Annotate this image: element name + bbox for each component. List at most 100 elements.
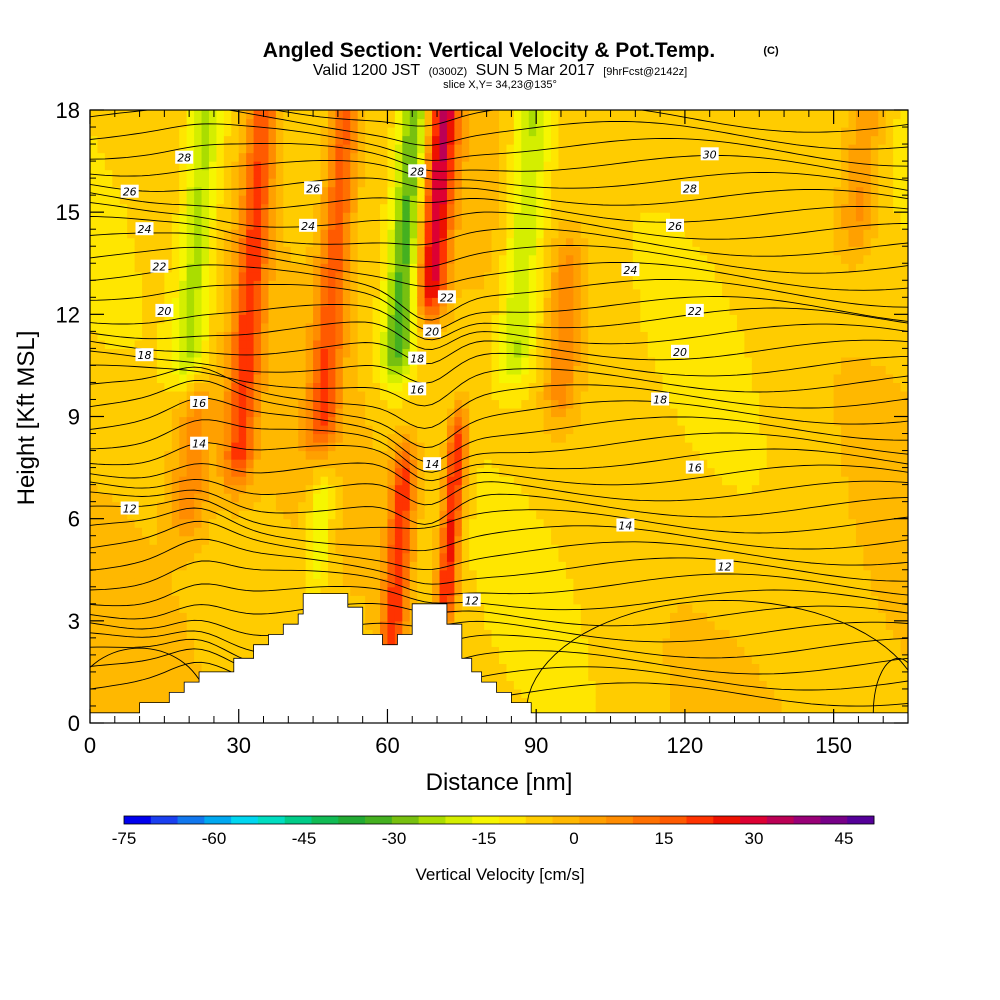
velocity-cell bbox=[595, 339, 604, 349]
velocity-cell bbox=[298, 365, 307, 375]
velocity-cell bbox=[513, 339, 522, 349]
velocity-cell bbox=[283, 348, 292, 358]
velocity-cell bbox=[603, 646, 612, 656]
velocity-cell bbox=[380, 110, 389, 120]
velocity-cell bbox=[409, 476, 418, 486]
velocity-cell bbox=[253, 561, 262, 571]
velocity-cell bbox=[528, 654, 537, 664]
velocity-cell bbox=[149, 254, 158, 264]
velocity-cell bbox=[142, 612, 151, 622]
velocity-cell bbox=[186, 603, 195, 613]
velocity-cell bbox=[558, 229, 567, 239]
velocity-cell bbox=[558, 348, 567, 358]
velocity-cell bbox=[208, 620, 218, 630]
velocity-cell bbox=[394, 450, 403, 460]
velocity-cell bbox=[588, 518, 597, 528]
velocity-cell bbox=[528, 322, 537, 332]
velocity-cell bbox=[112, 263, 121, 273]
velocity-cell bbox=[461, 237, 470, 247]
velocity-cell bbox=[558, 382, 567, 392]
velocity-cell bbox=[327, 246, 336, 256]
velocity-cell bbox=[499, 382, 508, 392]
velocity-cell bbox=[573, 637, 582, 647]
velocity-cell bbox=[253, 348, 262, 358]
velocity-cell bbox=[461, 314, 470, 324]
velocity-cell bbox=[194, 186, 203, 196]
velocity-cell bbox=[134, 254, 143, 264]
velocity-cell bbox=[134, 510, 143, 520]
velocity-cell bbox=[253, 271, 262, 281]
velocity-cell bbox=[402, 450, 411, 460]
velocity-cell bbox=[179, 535, 188, 545]
velocity-cell bbox=[246, 595, 255, 605]
velocity-cell bbox=[558, 169, 567, 179]
velocity-cell bbox=[513, 629, 522, 639]
velocity-cell bbox=[246, 178, 255, 188]
velocity-cell bbox=[446, 552, 455, 562]
velocity-cell bbox=[394, 110, 403, 120]
velocity-cell bbox=[171, 229, 180, 239]
velocity-cell bbox=[365, 288, 374, 298]
velocity-cell bbox=[290, 407, 299, 418]
velocity-cell bbox=[551, 654, 560, 664]
velocity-cell bbox=[565, 288, 574, 298]
velocity-cell bbox=[461, 416, 470, 426]
velocity-cell bbox=[194, 493, 203, 503]
velocity-cell bbox=[454, 186, 463, 196]
velocity-cell bbox=[372, 229, 381, 239]
velocity-cell bbox=[327, 305, 336, 315]
velocity-cell bbox=[521, 552, 530, 562]
velocity-cell bbox=[216, 305, 225, 315]
velocity-cell bbox=[305, 169, 314, 179]
velocity-cell bbox=[588, 305, 597, 315]
velocity-cell bbox=[223, 263, 232, 273]
velocity-cell bbox=[394, 535, 403, 545]
velocity-cell bbox=[283, 501, 292, 511]
velocity-cell bbox=[179, 314, 188, 324]
velocity-cell bbox=[588, 212, 597, 222]
velocity-cell bbox=[387, 195, 396, 205]
velocity-cell bbox=[261, 365, 270, 375]
velocity-cell bbox=[446, 280, 455, 290]
velocity-cell bbox=[402, 263, 411, 273]
velocity-cell bbox=[223, 356, 232, 367]
velocity-cell bbox=[595, 595, 604, 605]
velocity-cell bbox=[551, 331, 560, 341]
velocity-cell bbox=[536, 688, 545, 699]
velocity-cell bbox=[313, 280, 322, 290]
velocity-cell bbox=[543, 629, 552, 639]
velocity-cell bbox=[179, 382, 188, 392]
velocity-cell bbox=[268, 382, 277, 392]
velocity-cell bbox=[595, 288, 604, 298]
velocity-cell bbox=[387, 135, 396, 145]
velocity-cell bbox=[127, 595, 136, 605]
velocity-cell bbox=[350, 382, 359, 392]
velocity-cell bbox=[573, 297, 582, 307]
velocity-cell bbox=[424, 356, 433, 367]
velocity-cell bbox=[186, 654, 195, 664]
velocity-cell bbox=[335, 220, 344, 230]
velocity-cell bbox=[595, 178, 604, 188]
velocity-cell bbox=[558, 569, 567, 579]
velocity-cell bbox=[446, 373, 455, 384]
velocity-cell bbox=[595, 535, 604, 545]
velocity-cell bbox=[142, 356, 151, 367]
velocity-cell bbox=[350, 467, 359, 477]
velocity-cell bbox=[454, 510, 463, 520]
velocity-cell bbox=[97, 169, 106, 179]
velocity-cell bbox=[521, 203, 530, 213]
velocity-cell bbox=[394, 186, 403, 196]
velocity-cell bbox=[513, 390, 522, 401]
velocity-cell bbox=[186, 288, 195, 298]
velocity-cell bbox=[402, 135, 411, 145]
velocity-cell bbox=[565, 339, 574, 349]
velocity-cell bbox=[305, 110, 314, 120]
velocity-cell bbox=[580, 663, 589, 673]
velocity-cell bbox=[446, 399, 455, 409]
velocity-cell bbox=[186, 237, 195, 247]
velocity-cell bbox=[97, 178, 106, 188]
velocity-cell bbox=[506, 382, 515, 392]
velocity-cell bbox=[513, 254, 522, 264]
velocity-cell bbox=[164, 161, 173, 171]
velocity-cell bbox=[387, 629, 396, 639]
